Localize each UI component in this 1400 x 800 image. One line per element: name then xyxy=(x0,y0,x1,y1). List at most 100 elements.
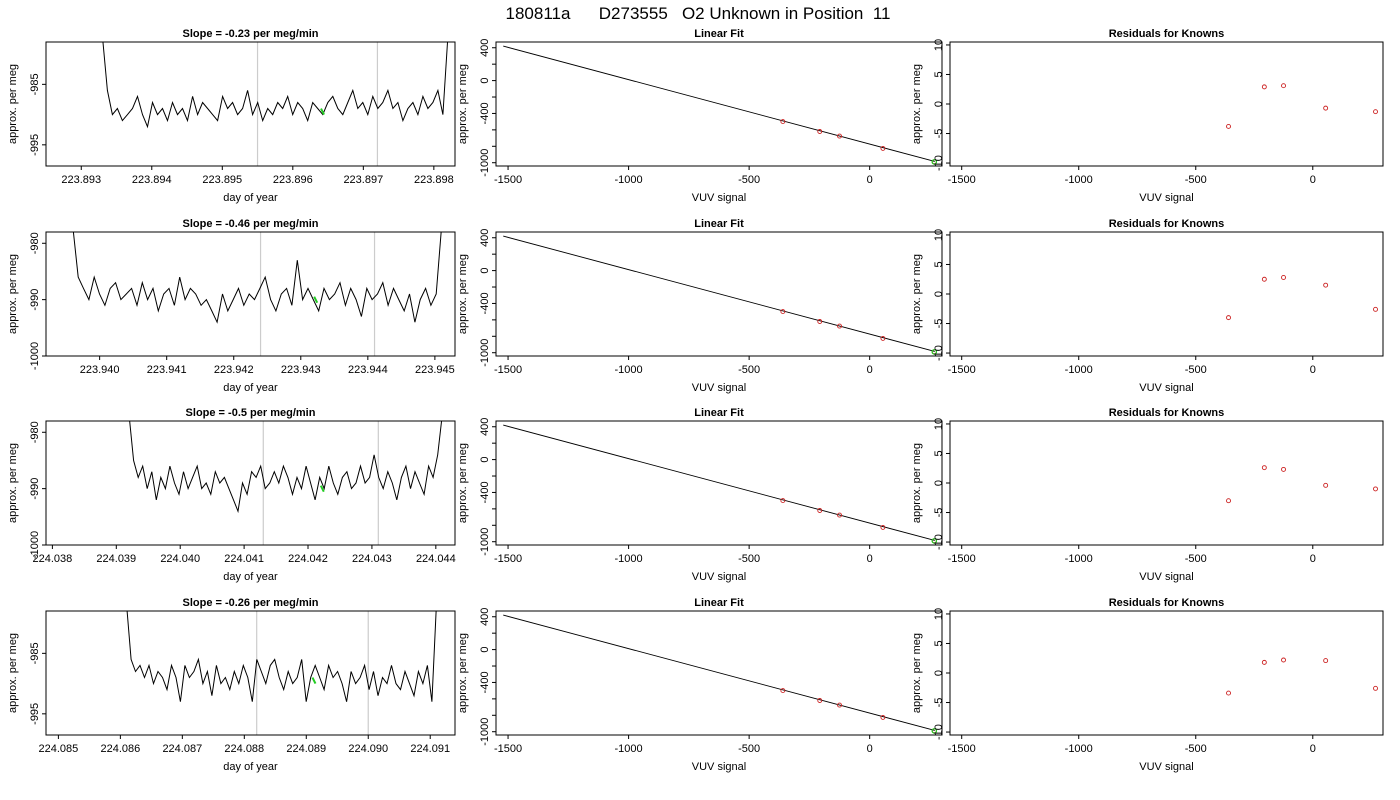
unknown-marker xyxy=(319,485,325,493)
data-point xyxy=(837,702,842,708)
x-axis: 224.085 224.086 224.087 224.088 224.089 224.0… xyxy=(39,735,450,755)
y-axis: 400 0 -400 -1000 xyxy=(479,39,496,177)
panel-title: Linear Fit xyxy=(694,407,744,419)
x-tick-label: -1000 xyxy=(615,743,643,755)
y-tick-label: 0 xyxy=(479,647,491,653)
unknown-marker xyxy=(311,677,317,685)
fit-line xyxy=(503,235,935,352)
x-tick-label: -1000 xyxy=(615,553,643,565)
data-point xyxy=(780,498,786,504)
data-point xyxy=(780,119,786,125)
x-tick-label: 0 xyxy=(1310,743,1316,755)
data-point xyxy=(817,698,823,703)
data-point xyxy=(1323,482,1329,488)
x-axis-label: VUV signal xyxy=(692,761,746,773)
y-tick-label: -10 xyxy=(933,155,945,171)
y-axis-label: approx. per meg xyxy=(457,443,469,523)
panel-residuals-2: Residuals for Knowns -1500 -1000 -500 0 VUV s… xyxy=(911,218,1384,394)
x-tick-label: 223.945 xyxy=(415,364,455,376)
y-tick-label: -1000 xyxy=(479,718,491,746)
x-axis: -1500 -1000 -500 0 xyxy=(494,735,873,755)
data-point xyxy=(880,714,886,720)
panel-title: Slope = -0.5 per meg/min xyxy=(186,407,316,419)
trace-line xyxy=(102,42,449,129)
data-point xyxy=(817,319,823,324)
y-axis-label: approx. per meg xyxy=(457,633,469,713)
x-tick-label: -1500 xyxy=(948,553,976,565)
y-axis: 10 5 0 -5 -10 xyxy=(933,418,950,550)
x-axis-label: day of year xyxy=(223,571,278,583)
y-axis-label: approx. per meg xyxy=(457,254,469,334)
x-tick-label: -1500 xyxy=(494,364,522,376)
figure-title: 180811a D273555 O2 Unknown in Position 1… xyxy=(506,4,891,23)
x-tick-label: 223.896 xyxy=(273,174,313,186)
x-tick-label: -500 xyxy=(738,364,760,376)
y-tick-label: 400 xyxy=(479,39,491,57)
x-tick-label: 0 xyxy=(867,364,873,376)
x-tick-label: 224.088 xyxy=(224,743,264,755)
fit-line xyxy=(503,45,935,162)
data-point xyxy=(1323,658,1329,664)
plot-area xyxy=(129,421,443,545)
x-tick-label: -500 xyxy=(1185,553,1207,565)
panel-residuals-4: Residuals for Knowns -1500 -1000 -500 0 VUV s… xyxy=(911,597,1384,773)
y-tick-label: -995 xyxy=(29,703,41,725)
x-axis: 224.038 224.039 224.040 224.041 224.042 224.0… xyxy=(33,545,456,565)
y-tick-label: -5 xyxy=(933,698,945,708)
plot-area xyxy=(126,611,437,735)
axes-frame xyxy=(949,610,1384,736)
x-axis-label: day of year xyxy=(223,192,278,204)
x-tick-label: 223.894 xyxy=(132,174,172,186)
panel-title: Residuals for Knowns xyxy=(1109,597,1225,609)
x-tick-label: 223.943 xyxy=(281,364,321,376)
y-axis-label: approx. per meg xyxy=(911,254,923,334)
x-tick-label: -1000 xyxy=(1065,174,1093,186)
data-point xyxy=(1261,276,1267,282)
x-tick-label: 0 xyxy=(867,174,873,186)
data-point xyxy=(1281,466,1286,472)
x-axis: -1500 -1000 -500 0 xyxy=(948,735,1316,755)
x-axis-label: VUV signal xyxy=(1139,571,1193,583)
data-point xyxy=(1226,690,1231,696)
panel-title: Residuals for Knowns xyxy=(1109,407,1225,419)
data-point xyxy=(780,688,786,694)
y-tick-label: -1000 xyxy=(479,528,491,556)
plot-area xyxy=(1226,465,1378,504)
axes-frame xyxy=(495,610,943,736)
x-tick-label: 224.044 xyxy=(416,553,456,565)
y-tick-label: -980 xyxy=(29,232,41,254)
data-point xyxy=(1226,123,1231,129)
panel-title: Linear Fit xyxy=(694,218,744,230)
axes-frame xyxy=(45,41,456,167)
y-tick-label: -995 xyxy=(29,134,41,156)
x-axis-label: day of year xyxy=(223,761,278,773)
plot-area xyxy=(72,232,442,356)
axes-frame xyxy=(949,420,1384,546)
x-axis-label: VUV signal xyxy=(1139,192,1193,204)
axes-frame xyxy=(45,610,456,736)
x-tick-label: 224.040 xyxy=(160,553,200,565)
x-axis-label: VUV signal xyxy=(692,382,746,394)
x-tick-label: 223.898 xyxy=(414,174,454,186)
plot-area xyxy=(1226,657,1378,696)
y-tick-label: 0 xyxy=(933,101,945,107)
x-tick-label: 0 xyxy=(1310,364,1316,376)
x-axis: -1500 -1000 -500 0 xyxy=(494,356,873,376)
x-tick-label: -500 xyxy=(1185,364,1207,376)
x-tick-label: 223.942 xyxy=(214,364,254,376)
y-tick-label: 400 xyxy=(479,608,491,626)
plot-area xyxy=(503,235,938,355)
y-tick-label: -400 xyxy=(479,671,491,693)
x-tick-label: 223.895 xyxy=(202,174,242,186)
y-tick-label: -990 xyxy=(29,478,41,500)
y-tick-label: -10 xyxy=(933,345,945,361)
data-point xyxy=(1281,275,1286,280)
data-point xyxy=(1261,659,1267,665)
x-axis: 223.940 223.941 223.942 223.943 223.944 223.9… xyxy=(80,356,455,376)
x-tick-label: 224.041 xyxy=(224,553,264,565)
y-tick-label: -990 xyxy=(29,289,41,311)
y-tick-label: 5 xyxy=(933,71,945,77)
